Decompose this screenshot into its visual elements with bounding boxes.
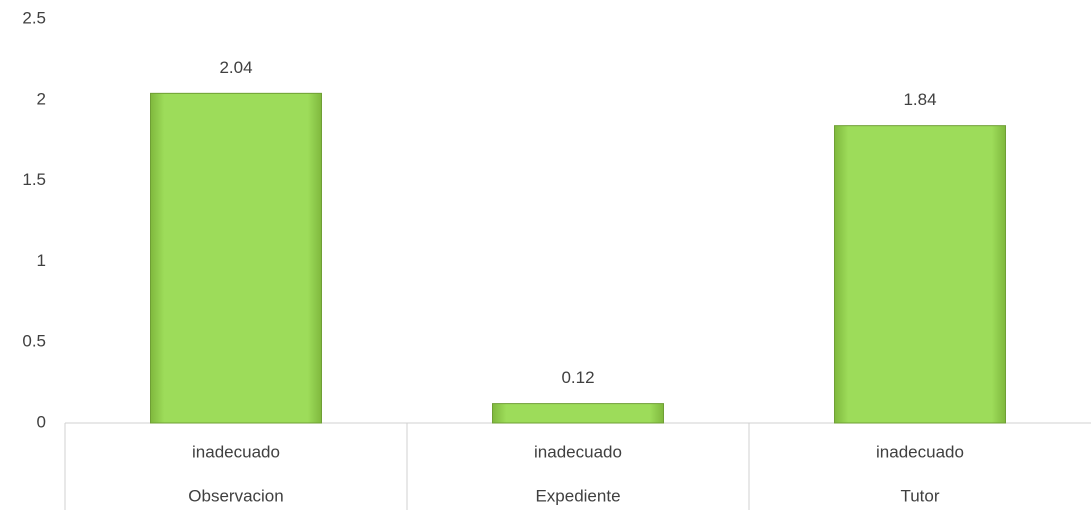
y-tick-label: 1	[37, 251, 46, 270]
bar	[492, 403, 664, 424]
y-tick-label: 1.5	[22, 170, 46, 189]
x-tick-label: inadecuado	[534, 442, 622, 461]
y-tick-label: 2	[37, 89, 46, 108]
data-label: 0.12	[561, 368, 594, 387]
data-label: 1.84	[903, 90, 936, 109]
y-tick-label: 0.5	[22, 332, 46, 351]
y-tick-label: 0	[37, 412, 46, 431]
data-label: 2.04	[219, 58, 252, 77]
x-tick-label: inadecuado	[876, 442, 964, 461]
x-tick-label: inadecuado	[192, 442, 280, 461]
group-label: Observacion	[188, 486, 283, 505]
bar	[150, 92, 322, 424]
group-label: Tutor	[900, 486, 939, 505]
bar	[834, 125, 1006, 424]
y-tick-label: 2.5	[22, 8, 46, 27]
group-label: Expediente	[535, 486, 620, 505]
